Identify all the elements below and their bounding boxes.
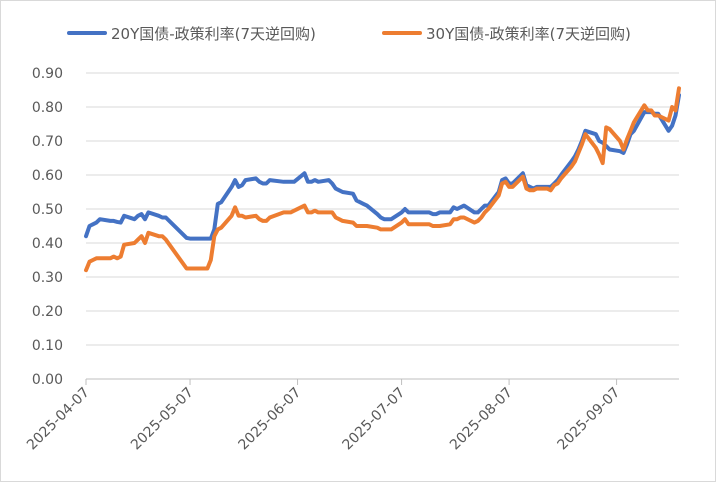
legend-label-20y: 20Y国债-政策利率(7天逆回购) (111, 25, 316, 43)
series-lines (84, 86, 681, 273)
axes: 0.00 0.10 0.20 0.30 0.40 0.50 0.60 0.70 0.80 0.90… (24, 66, 679, 453)
x-tick-label: 2025-08-07 (447, 385, 516, 454)
y-tick-label: 0.40 (32, 236, 63, 252)
y-tick-label: 0.80 (32, 100, 63, 116)
series-line-20y (84, 93, 681, 241)
y-tick-label: 0.90 (32, 66, 63, 82)
x-tick-label: 2025-07-07 (340, 385, 409, 454)
legend: 20Y国债-政策利率(7天逆回购) 30Y国债-政策利率(7天逆回购) (67, 25, 631, 43)
y-tick-label: 0.00 (32, 372, 63, 388)
y-tick-label: 0.10 (32, 338, 63, 354)
y-tick-label: 0.60 (32, 168, 63, 184)
legend-label-30y: 30Y国债-政策利率(7天逆回购) (426, 25, 631, 43)
y-tick-label: 0.70 (32, 134, 63, 150)
y-tick-label: 0.30 (32, 270, 63, 286)
x-tick-label: 2025-06-07 (236, 385, 305, 454)
y-tick-label: 0.20 (32, 304, 63, 320)
series-line-30y (84, 86, 681, 273)
x-tick-label: 2025-04-07 (24, 385, 93, 454)
y-tick-label: 0.50 (32, 202, 63, 218)
x-tick-label: 2025-05-07 (128, 385, 197, 454)
gridlines (86, 72, 679, 346)
x-tick-label: 2025-09-07 (555, 385, 624, 454)
